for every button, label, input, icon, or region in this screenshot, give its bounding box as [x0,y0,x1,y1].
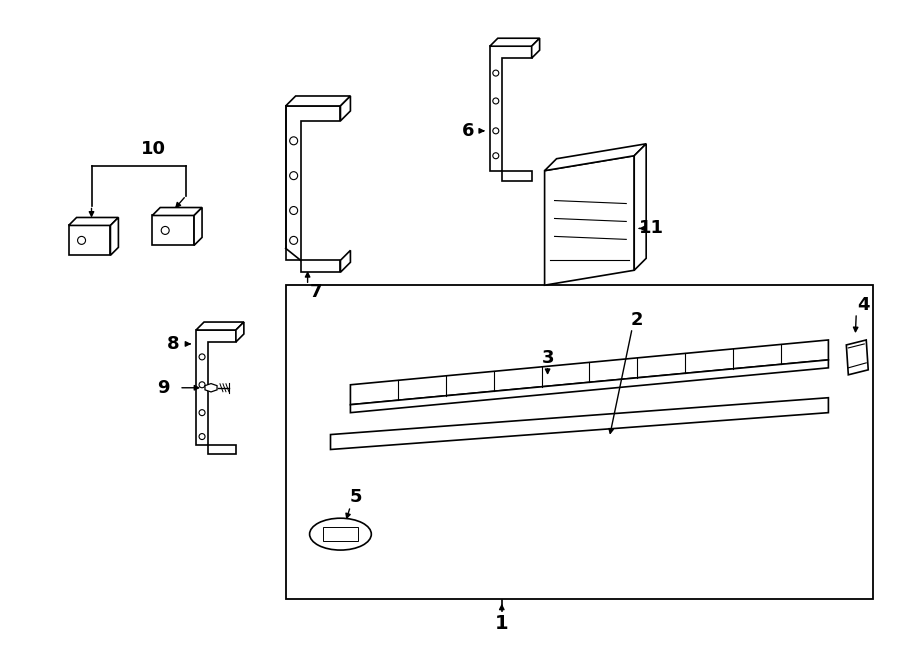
Text: 1: 1 [495,614,508,633]
Text: 9: 9 [157,379,169,397]
Ellipse shape [310,518,372,550]
Polygon shape [350,340,828,405]
Polygon shape [544,156,634,285]
Polygon shape [194,208,202,245]
Polygon shape [330,398,828,449]
Polygon shape [490,46,532,171]
Polygon shape [634,144,646,270]
Polygon shape [322,527,358,541]
Polygon shape [196,322,244,330]
Polygon shape [196,330,236,444]
Bar [285,285,873,599]
Polygon shape [502,171,532,180]
Polygon shape [68,217,119,225]
Text: 7: 7 [310,283,322,301]
Polygon shape [846,340,868,375]
Polygon shape [152,215,194,245]
Text: 3: 3 [541,349,554,367]
Polygon shape [301,260,340,272]
Polygon shape [285,106,340,260]
Text: 11: 11 [639,219,663,237]
Text: 6: 6 [462,122,474,140]
Polygon shape [152,208,202,215]
Text: 2: 2 [631,311,644,329]
Polygon shape [350,360,828,412]
Polygon shape [285,96,350,106]
Polygon shape [340,251,350,272]
Polygon shape [532,38,540,58]
Polygon shape [208,444,236,455]
Polygon shape [236,322,244,342]
Text: 8: 8 [166,335,179,353]
Polygon shape [205,383,217,392]
Polygon shape [340,96,350,121]
Text: 5: 5 [349,488,362,506]
Polygon shape [68,225,111,255]
Polygon shape [111,217,119,255]
Text: 10: 10 [140,139,166,158]
Text: 4: 4 [857,296,869,314]
Polygon shape [490,38,540,46]
Polygon shape [544,144,646,171]
